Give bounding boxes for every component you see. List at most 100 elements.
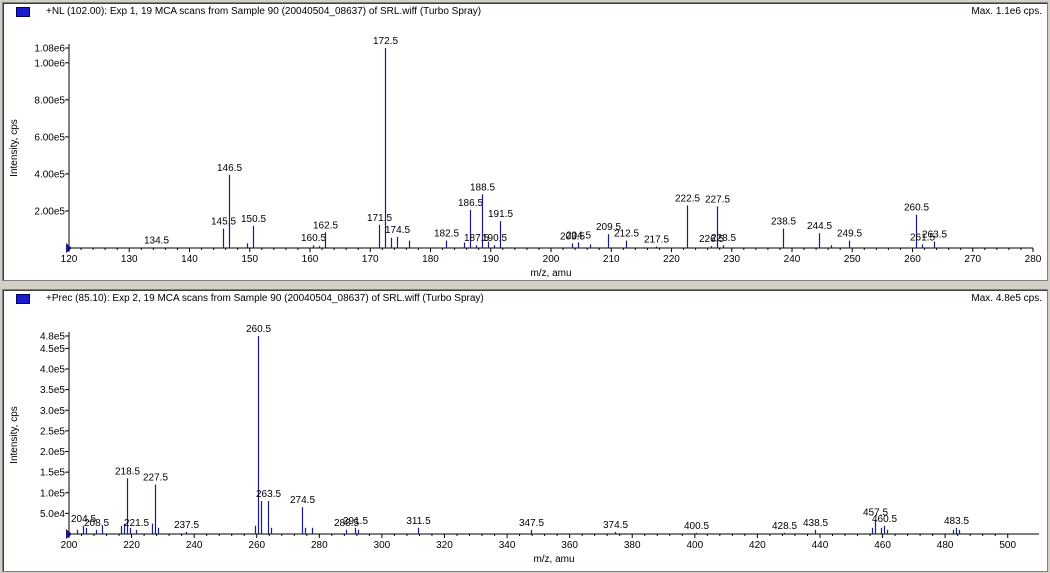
- peak-label: 145.5: [211, 217, 236, 228]
- x-tick-label: 360: [561, 540, 578, 551]
- peak-label: 190.5: [482, 233, 507, 244]
- x-tick-label: 130: [121, 254, 138, 265]
- x-tick-label: 120: [61, 254, 78, 265]
- x-tick-label: 170: [362, 254, 379, 265]
- y-axis-label: Intensity, cps: [9, 119, 20, 177]
- x-tick-label: 380: [624, 540, 641, 551]
- x-tick-label: 220: [123, 540, 140, 551]
- x-tick-label: 480: [937, 540, 954, 551]
- peak-label: 347.5: [519, 518, 544, 529]
- spectrum-plot-prec: 200 220 240 260 280 300 320 340 360 380 400 420 440 4…: [9, 324, 1039, 565]
- peak-label: 172.5: [373, 36, 398, 47]
- x-tick-label: 210: [603, 254, 620, 265]
- peak-label: 460.5: [872, 514, 897, 525]
- spectrum-title: +NL (102.00): Exp 1, 19 MCA scans from S…: [46, 6, 482, 17]
- peak-label: 222.5: [675, 193, 700, 204]
- x-tick-label: 270: [964, 254, 981, 265]
- peak-label: 483.5: [944, 516, 969, 527]
- y-tick-label: 1.5e5: [40, 468, 65, 479]
- x-tick-label: 280: [1025, 254, 1042, 265]
- x-tick-label: 190: [482, 254, 499, 265]
- x-tick-label: 320: [436, 540, 453, 551]
- y-tick-label: 3.5e5: [40, 385, 65, 396]
- panel-header: +Prec (85.10): Exp 2, 19 MCA scans from …: [3, 290, 1047, 308]
- x-tick-label: 250: [844, 254, 861, 265]
- peak-label: 182.5: [434, 229, 459, 240]
- peak-label: 249.5: [837, 229, 862, 240]
- peak-label: 171.5: [367, 213, 392, 224]
- peak-label: 438.5: [803, 518, 828, 529]
- y-tick-label: 2.5e5: [40, 426, 65, 437]
- x-tick-label: 280: [311, 540, 328, 551]
- x-tick-label: 160: [302, 254, 319, 265]
- x-tick-label: 400: [686, 540, 703, 551]
- y-tick-label: 3.0e5: [40, 406, 65, 417]
- peak-label: 237.5: [174, 520, 199, 531]
- y-tick-label: 4.8e5: [40, 332, 65, 343]
- y-tick-label: 8.00e5: [34, 95, 65, 106]
- peak-label: 160.5: [301, 233, 326, 244]
- x-tick-label: 440: [812, 540, 829, 551]
- peak-label: 217.5: [644, 235, 669, 246]
- peak-label: 260.5: [246, 324, 271, 335]
- peak-label: 162.5: [313, 220, 338, 231]
- peak-label: 263.5: [256, 489, 281, 500]
- peak-label: 150.5: [241, 214, 266, 225]
- y-tick-label: 1.0e5: [40, 488, 65, 499]
- spectrum-panel-nl: +NL (102.00): Exp 1, 19 MCA scans from S…: [2, 2, 1048, 281]
- peak-label: 218.5: [115, 466, 140, 477]
- x-tick-label: 240: [186, 540, 203, 551]
- y-axis-label: Intensity, cps: [9, 406, 20, 464]
- experiment-marker-icon: [16, 7, 30, 17]
- spectrum-panel-prec: +Prec (85.10): Exp 2, 19 MCA scans from …: [2, 289, 1048, 572]
- peak-label: 288.5: [334, 518, 359, 529]
- peak-label: 187.5: [464, 233, 489, 244]
- y-tick-label: 2.0e5: [40, 447, 65, 458]
- peak-label: 400.5: [684, 521, 709, 532]
- x-tick-label: 140: [181, 254, 198, 265]
- y-tick-label: 4.0e5: [40, 365, 65, 376]
- x-tick-label: 340: [499, 540, 516, 551]
- peak-label: 228.5: [711, 233, 736, 244]
- x-tick-label: 200: [61, 540, 78, 551]
- peak-label: 263.5: [922, 230, 947, 241]
- peak-label: 227.5: [143, 473, 168, 484]
- y-tick-label: 2.00e5: [34, 206, 65, 217]
- x-tick-label: 260: [248, 540, 265, 551]
- x-axis-label: m/z, amu: [533, 554, 574, 565]
- peak-label: 260.5: [904, 203, 929, 214]
- peak-label: 457.5: [863, 508, 888, 519]
- peak-label: 221.5: [124, 518, 149, 529]
- panel-header: +NL (102.00): Exp 1, 19 MCA scans from S…: [3, 3, 1047, 21]
- peak-label: 191.5: [488, 209, 513, 220]
- peak-label: 204.5: [71, 514, 96, 525]
- peak-label: 204.5: [566, 230, 591, 241]
- peak-label: 238.5: [771, 217, 796, 228]
- x-tick-label: 220: [663, 254, 680, 265]
- peak-label: 311.5: [406, 516, 431, 527]
- peak-label: 203.5: [560, 231, 585, 242]
- experiment-marker-icon: [16, 294, 30, 304]
- peak-label: 291.5: [343, 516, 368, 527]
- max-intensity-label: Max. 1.1e6 cps.: [971, 6, 1042, 17]
- x-tick-label: 240: [784, 254, 801, 265]
- peak-label: 186.5: [458, 198, 483, 209]
- x-tick-label: 500: [999, 540, 1016, 551]
- peak-label: 244.5: [807, 221, 832, 232]
- x-tick-label: 230: [723, 254, 740, 265]
- y-tick-label: 6.00e5: [34, 132, 65, 143]
- x-tick-label: 260: [904, 254, 921, 265]
- x-tick-label: 180: [422, 254, 439, 265]
- peak-label: 209.5: [596, 222, 621, 233]
- x-tick-label: 300: [374, 540, 391, 551]
- x-tick-label: 200: [543, 254, 560, 265]
- y-tick-label: 4.00e5: [34, 169, 65, 180]
- x-tick-label: 460: [874, 540, 891, 551]
- peak-label: 134.5: [144, 235, 169, 246]
- peak-label: 274.5: [290, 495, 315, 506]
- peak-label: 261.5: [910, 232, 935, 243]
- y-tick-label: 1.08e6: [34, 44, 65, 55]
- peak-label: 208.5: [84, 518, 109, 529]
- y-tick-label: 1.00e6: [34, 58, 65, 69]
- peak-label: 212.5: [614, 229, 639, 240]
